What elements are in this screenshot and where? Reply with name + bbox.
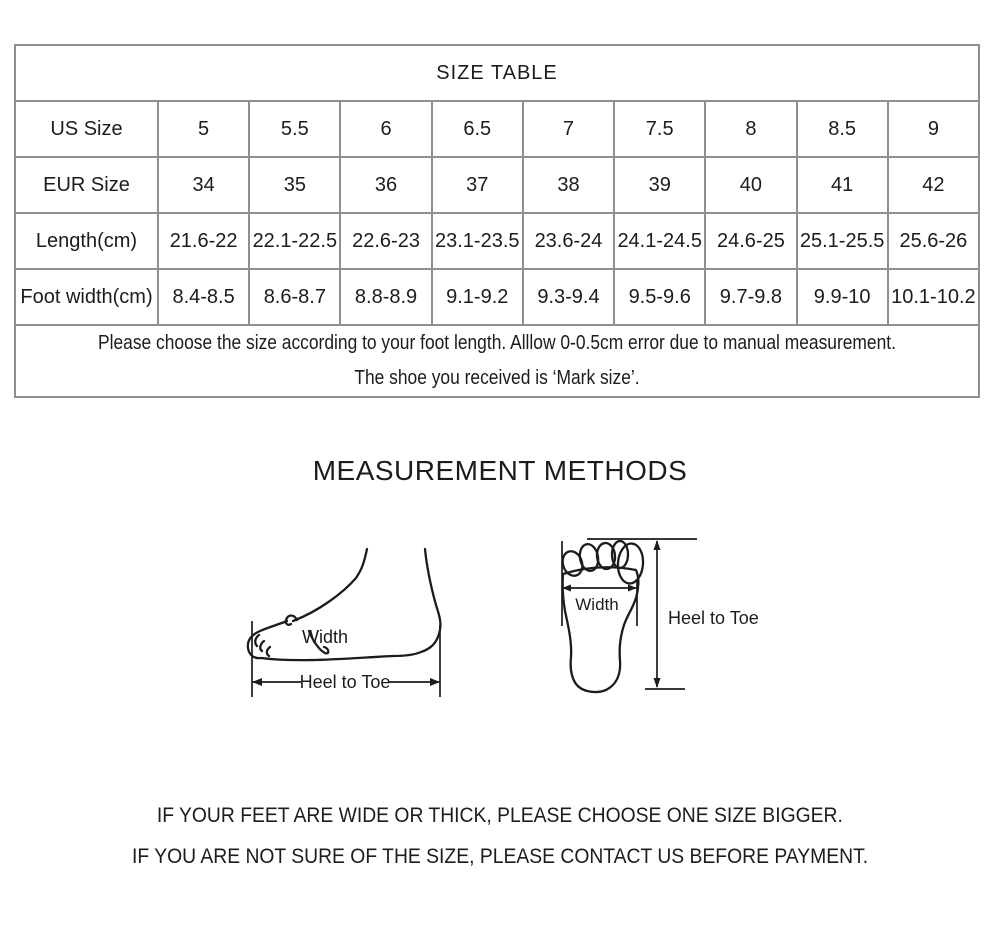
heel-to-toe-extent-lines (251, 621, 441, 697)
size-cell: 9.3-9.4 (521, 268, 616, 326)
footer-note-1: IF YOUR FEET ARE WIDE OR THICK, PLEASE C… (0, 803, 1000, 829)
size-cell: 23.1-23.5 (430, 212, 524, 270)
size-cell: 22.6-23 (339, 212, 433, 270)
size-note: Please choose the size according to your… (14, 324, 980, 398)
width-pointer-curl (307, 629, 330, 655)
size-cell: 24.1-24.5 (613, 212, 707, 270)
foot-instep-line (291, 547, 369, 623)
size-cell: 39 (613, 156, 707, 214)
size-cell: 7 (521, 100, 616, 158)
arrowhead-right-icon (430, 678, 440, 686)
row-label: Length(cm) (14, 212, 159, 270)
size-note-line-1: Please choose the size according to your… (98, 332, 896, 354)
heel-to-toe-caps (587, 538, 697, 690)
size-cell: 25.1-25.5 (795, 212, 889, 270)
row-label: EUR Size (14, 156, 159, 214)
row-label: Foot width(cm) (14, 268, 159, 326)
table-row: Foot width(cm) 8.4-8.5 8.6-8.7 8.8-8.9 9.1-9… (14, 268, 981, 326)
size-cell: 6.5 (430, 100, 524, 158)
width-extent-lines (561, 541, 638, 626)
table-row: EUR Size 34 35 36 37 38 39 40 41 42 (14, 156, 981, 214)
footprint-diagram: Width Heel to Toe (561, 538, 759, 694)
size-note-line-2: The shoe you received is ‘Mark size’. (354, 367, 640, 389)
size-cell: 6 (339, 100, 433, 158)
arrowhead-left-icon (562, 584, 571, 592)
foot-knuckle-bump (284, 614, 299, 626)
size-cell: 25.6-26 (886, 212, 981, 270)
size-cell: 9.9-10 (795, 268, 889, 326)
size-cell: 37 (430, 156, 524, 214)
arrowhead-right-icon (628, 584, 637, 592)
size-cell: 10.1-10.2 (886, 268, 981, 326)
measurement-methods-heading: MEASUREMENT METHODS (312, 455, 688, 486)
size-table-title-row: SIZE TABLE (14, 44, 980, 102)
top-view-heel-to-toe-label: Heel to Toe (668, 608, 759, 628)
footprint-sole-outline (561, 566, 640, 694)
size-cell: 41 (795, 156, 889, 214)
size-cell: 9 (886, 100, 981, 158)
size-table: SIZE TABLE US Size 5 5.5 6 6.5 7 7.5 8 8.5 9 EUR S… (14, 44, 981, 398)
size-table-title: SIZE TABLE (14, 44, 980, 102)
foot-side-view-diagram: Width Heel to Toe (246, 547, 442, 697)
size-cell: 8.5 (795, 100, 889, 158)
row-label: US Size (14, 100, 159, 158)
arrowhead-up-icon (653, 540, 661, 550)
size-cell: 22.1-22.5 (248, 212, 342, 270)
size-table-note-row: Please choose the size according to your… (14, 324, 980, 398)
footprint-toe-big (616, 542, 645, 585)
size-cell: 21.6-22 (156, 212, 251, 270)
foot-toe-creases (254, 633, 272, 658)
arrowhead-left-icon (252, 678, 262, 686)
measurement-diagrams: Width Heel to Toe Width Heel to Toe (0, 519, 1000, 747)
size-cell: 36 (339, 156, 433, 214)
footer-note-1-text: IF YOUR FEET ARE WIDE OR THICK, PLEASE C… (156, 804, 844, 827)
arrowhead-down-icon (653, 678, 661, 688)
footer-note-2: IF YOU ARE NOT SURE OF THE SIZE, PLEASE … (0, 844, 1000, 870)
size-cell: 9.7-9.8 (704, 268, 798, 326)
size-cell: 35 (248, 156, 342, 214)
size-cell: 34 (156, 156, 251, 214)
footprint-toe-3 (595, 541, 617, 571)
foot-sole-line (259, 654, 395, 662)
size-cell: 9.5-9.6 (613, 268, 707, 326)
size-cell: 42 (886, 156, 981, 214)
size-cell: 38 (521, 156, 616, 214)
size-cell: 8 (704, 100, 798, 158)
size-cell: 40 (704, 156, 798, 214)
size-cell: 5.5 (248, 100, 342, 158)
side-view-heel-to-toe-label: Heel to Toe (300, 672, 391, 692)
size-cell: 8.4-8.5 (156, 268, 251, 326)
size-cell: 24.6-25 (704, 212, 798, 270)
side-view-width-label: Width (302, 627, 348, 647)
foot-heel-leg-line (391, 547, 442, 658)
size-cell: 23.6-24 (521, 212, 616, 270)
footer-note-2-text: IF YOU ARE NOT SURE OF THE SIZE, PLEASE … (131, 845, 869, 868)
size-cell: 5 (156, 100, 251, 158)
size-cell: 7.5 (613, 100, 707, 158)
table-row: US Size 5 5.5 6 6.5 7 7.5 8 8.5 9 (14, 100, 981, 158)
top-view-width-label: Width (575, 595, 618, 614)
size-cell: 8.8-8.9 (339, 268, 433, 326)
size-cell: 9.1-9.2 (430, 268, 524, 326)
size-cell: 8.6-8.7 (248, 268, 342, 326)
table-row: Length(cm) 21.6-22 22.1-22.5 22.6-23 23.1-23… (14, 212, 981, 270)
size-table-body: US Size 5 5.5 6 6.5 7 7.5 8 8.5 9 EUR Size 34 35 36 37… (14, 100, 981, 326)
